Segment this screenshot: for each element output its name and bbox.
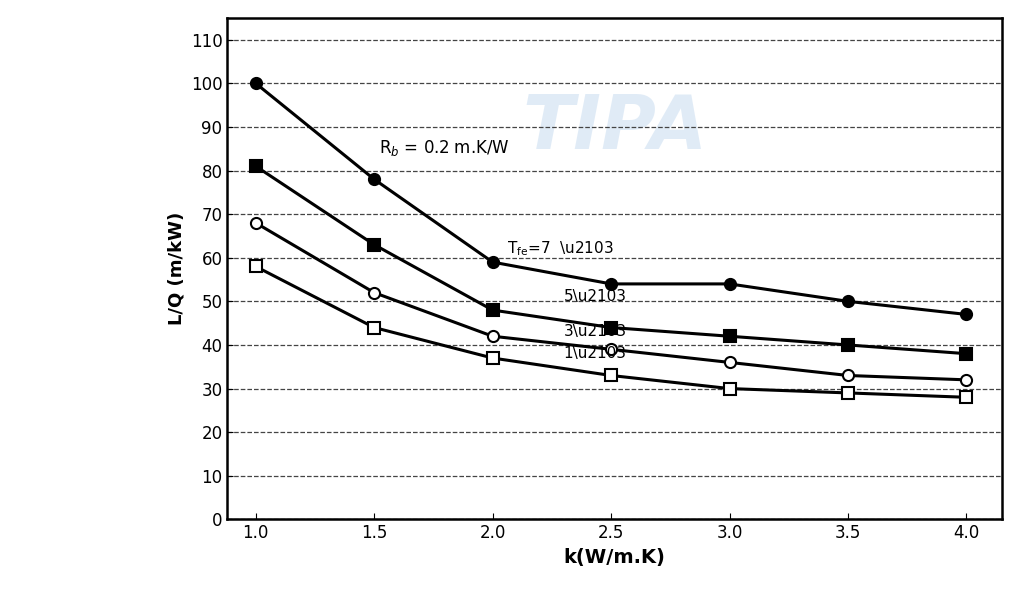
- Text: T$_{\mathregular{fe}}$=7  \u2103: T$_{\mathregular{fe}}$=7 \u2103: [507, 239, 614, 258]
- Text: 1\u2103: 1\u2103: [564, 346, 627, 361]
- Text: 3\u2103: 3\u2103: [564, 324, 627, 339]
- Text: 5\u2103: 5\u2103: [564, 290, 627, 304]
- Y-axis label: L/Q (m/kW): L/Q (m/kW): [167, 212, 185, 325]
- X-axis label: k(W/m.K): k(W/m.K): [564, 548, 665, 567]
- Text: TIPA: TIPA: [522, 92, 708, 165]
- Text: R$_b$ = 0.2 m.K/W: R$_b$ = 0.2 m.K/W: [379, 138, 509, 158]
